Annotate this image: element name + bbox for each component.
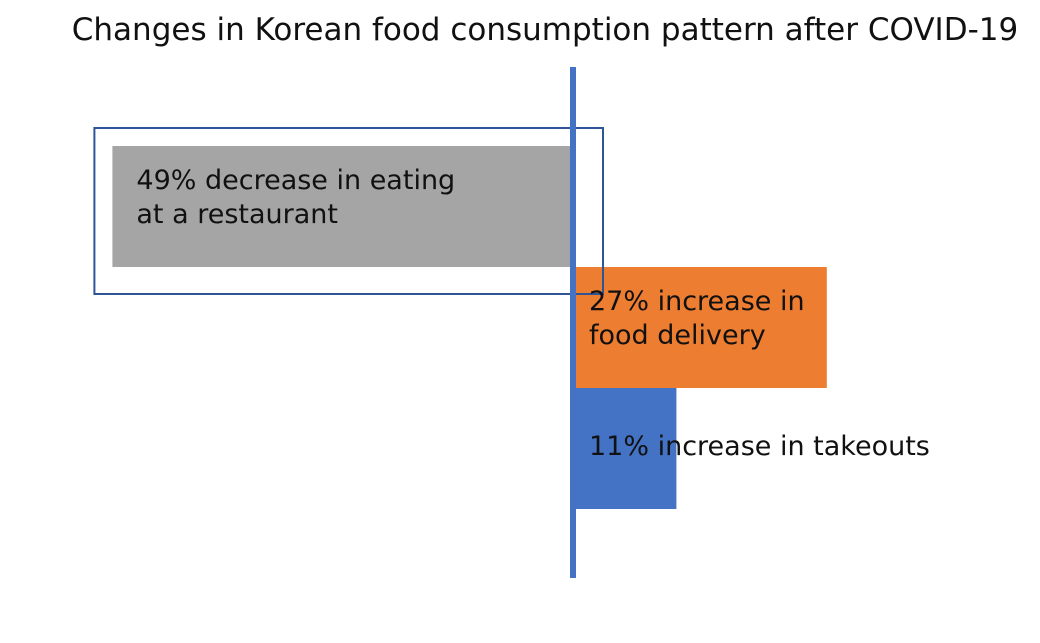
bar-1 — [112, 146, 574, 267]
bar-3 — [573, 388, 677, 509]
bar-2 — [573, 267, 827, 388]
data-label-2: 27% increase in food delivery — [589, 286, 805, 351]
data-label-3: 11% increase in takeouts — [589, 430, 930, 462]
data-label-1: 49% decrease in eating at a restaurant — [136, 165, 456, 230]
highlight-box — [93, 127, 605, 295]
chart-title: Changes in Korean food consumption patte… — [71, 12, 1019, 48]
